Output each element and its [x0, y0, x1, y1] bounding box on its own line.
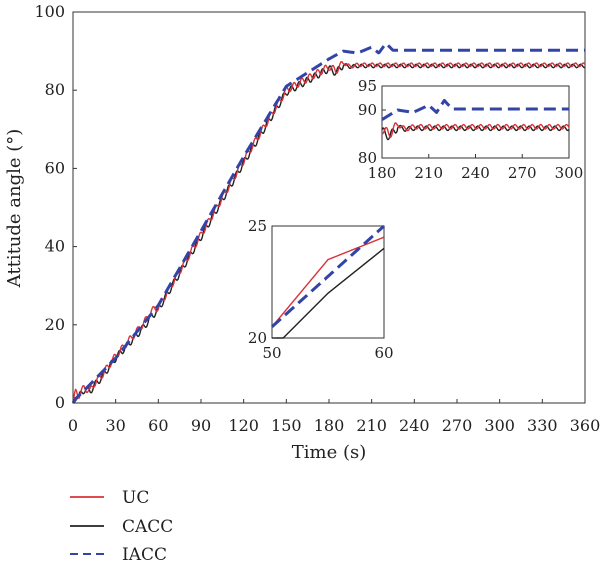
main-series: [71, 42, 586, 404]
x-tick-label: 240: [461, 164, 490, 182]
main-ticks: 0 30 60 90 120 150 180 210 240 270 300 330 360 0 20 40 6…: [34, 2, 600, 435]
y-tick-label: 80: [358, 149, 377, 167]
x-tick-label: 270: [508, 164, 537, 182]
series-line-iacc: [380, 98, 571, 121]
x-tick-label: 30: [105, 416, 125, 435]
x-tick-label: 360: [570, 416, 600, 435]
inset-top-series: [380, 98, 571, 141]
y-tick-label: 100: [34, 2, 65, 21]
x-tick-label: 300: [555, 164, 584, 182]
series-line-iacc: [270, 224, 386, 329]
x-tick-label: 60: [148, 416, 168, 435]
x-tick-label: 210: [356, 416, 387, 435]
x-tick-label: 180: [368, 164, 397, 182]
x-tick-label: 210: [414, 164, 443, 182]
legend-label-cacc: CACC: [122, 517, 173, 537]
x-tick-label: 270: [442, 416, 473, 435]
inset-top-ticks: 180 210 240 270 300 80 90 95: [358, 77, 583, 182]
inset-center-series: [270, 224, 386, 339]
y-tick-label: 25: [248, 217, 267, 235]
x-tick-label: 300: [484, 416, 515, 435]
y-tick-label: 95: [358, 77, 377, 95]
legend-label-iacc: IACC: [122, 545, 167, 565]
x-tick-label: 120: [228, 416, 259, 435]
legend-label-uc: UC: [122, 488, 149, 508]
x-tick-label: 150: [271, 416, 302, 435]
y-tick-label: 60: [45, 158, 65, 177]
y-axis-label: Attitude angle (°): [4, 129, 25, 289]
legend: UC CACC IACC: [70, 488, 173, 565]
x-tick-label: 180: [314, 416, 345, 435]
x-axis-label: Time (s): [292, 442, 367, 463]
y-tick-label: 20: [248, 329, 267, 347]
x-tick-label: 90: [191, 416, 211, 435]
x-tick-label: 240: [399, 416, 430, 435]
x-tick-label: 330: [527, 416, 558, 435]
y-tick-label: 0: [55, 393, 65, 412]
y-tick-label: 80: [45, 80, 65, 99]
inset-center-ticks: 50 60 20 25: [248, 217, 394, 362]
x-tick-label: 60: [374, 344, 393, 362]
y-tick-label: 90: [358, 101, 377, 119]
y-tick-label: 20: [45, 315, 65, 334]
x-tick-label: 0: [68, 416, 78, 435]
y-tick-label: 40: [45, 237, 65, 256]
x-tick-label: 50: [262, 344, 281, 362]
series-line-uc: [72, 61, 586, 404]
series-line-iacc: [71, 42, 586, 404]
inset-top-frame: [381, 85, 570, 159]
series-line-cacc: [271, 247, 385, 339]
series-line-uc: [381, 122, 570, 139]
